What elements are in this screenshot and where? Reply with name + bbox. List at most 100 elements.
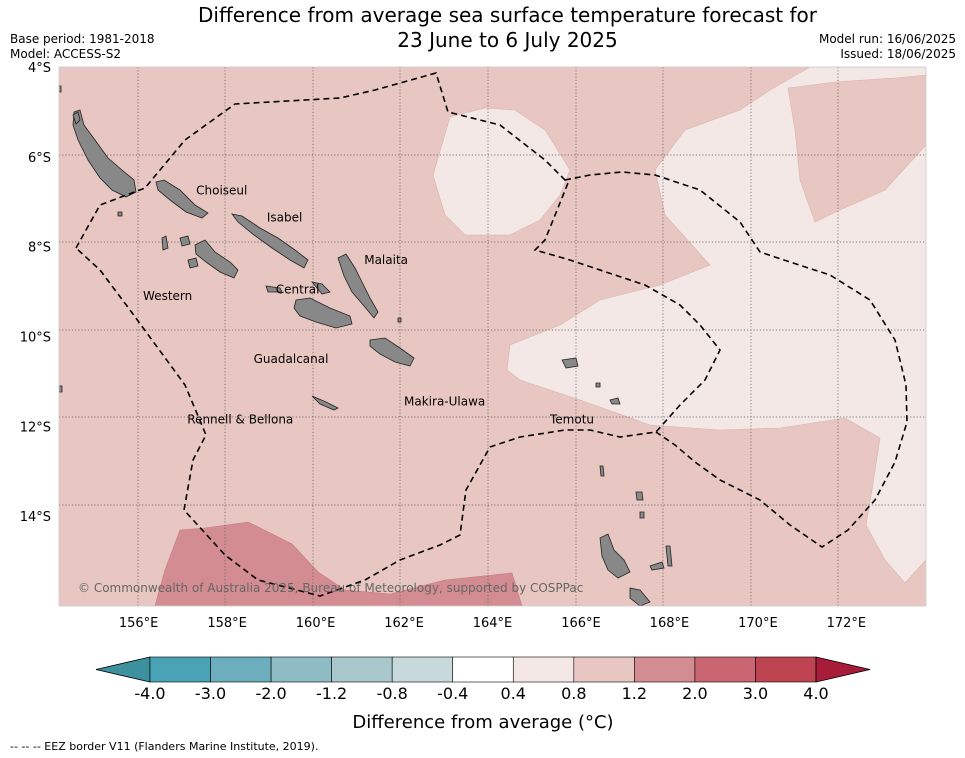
colorbar-label: Difference from average (°C) bbox=[352, 712, 613, 733]
longitude-tick-label: 166°E bbox=[561, 616, 601, 631]
longitude-tick-labels: 156°E 158°E 160°E 162°E 164°E 166°E 168°E 170°E… bbox=[119, 616, 866, 631]
island-ranongga bbox=[161, 235, 169, 251]
region-label: Choiseul bbox=[196, 184, 247, 198]
region-label: Makira-Ulawa bbox=[404, 395, 485, 409]
island-espiritu-santo bbox=[599, 533, 631, 579]
island-small-5 bbox=[59, 85, 62, 93]
map-title-line2: 23 June to 6 July 2025 bbox=[397, 28, 618, 52]
longitude-tick-label: 160°E bbox=[296, 616, 336, 631]
colorbar-cell bbox=[573, 656, 635, 683]
island-buka bbox=[72, 111, 81, 125]
island-banks bbox=[635, 491, 644, 501]
colorbar-cell bbox=[512, 656, 575, 683]
colorbar-tick-label: -3.0 bbox=[195, 684, 226, 703]
island-malaita bbox=[337, 253, 379, 319]
island-makira bbox=[369, 337, 415, 367]
meta-left: Base period: 1981-2018 Model: ACCESS-S2 bbox=[10, 32, 155, 62]
island-rennell bbox=[311, 395, 339, 411]
anomaly-band-1.2-2.0-south bbox=[154, 521, 523, 606]
land-islands bbox=[59, 85, 673, 606]
colorbar-cell bbox=[755, 656, 817, 683]
latitude-tick-labels: 4°S 6°S 8°S 10°S 12°S 14°S bbox=[20, 61, 51, 525]
map-title: Difference from average sea surface temp… bbox=[160, 3, 855, 53]
copyright-credit: © Commonwealth of Australia 2025, Bureau… bbox=[78, 581, 583, 595]
island-small-2 bbox=[397, 317, 402, 323]
colorbar-cells bbox=[95, 656, 871, 683]
island-malakula bbox=[629, 587, 651, 606]
colorbar-tick-label: -1.2 bbox=[316, 684, 347, 703]
colorbar-cell bbox=[270, 656, 332, 683]
island-guadalcanal bbox=[293, 297, 353, 329]
island-bougainville bbox=[72, 109, 137, 198]
longitude-tick-label: 172°E bbox=[827, 616, 867, 631]
issued-text: Issued: 18/06/2025 bbox=[840, 47, 956, 61]
region-label: Temotu bbox=[549, 413, 594, 427]
region-label: Western bbox=[143, 289, 192, 303]
island-small-4 bbox=[639, 511, 645, 519]
colorbar-cell bbox=[210, 656, 272, 683]
latitude-tick-label: 10°S bbox=[20, 331, 51, 346]
island-vanikoro bbox=[609, 397, 621, 405]
colorbar-tick-label: 4.0 bbox=[803, 684, 828, 703]
island-torres bbox=[599, 465, 605, 477]
island-ambae bbox=[649, 561, 665, 571]
island-small-6 bbox=[59, 385, 63, 393]
region-label: Rennell & Bellona bbox=[187, 413, 293, 427]
island-santa-cruz bbox=[561, 357, 579, 369]
colorbar-tick-label: 2.0 bbox=[682, 684, 707, 703]
island-russell bbox=[265, 285, 283, 293]
colorbar-tick-label: -0.4 bbox=[437, 684, 468, 703]
island-new-georgia bbox=[194, 239, 239, 279]
longitude-tick-label: 164°E bbox=[473, 616, 513, 631]
region-label: Isabel bbox=[267, 210, 302, 224]
anomaly-band-0.8-1.2-east-lobe bbox=[787, 74, 926, 223]
colorbar-tick-label: -4.0 bbox=[134, 684, 165, 703]
colorbar-tick-label: 0.4 bbox=[501, 684, 526, 703]
map[interactable]: © Commonwealth of Australia 2025, Bureau… bbox=[0, 0, 965, 640]
model-text: Model: ACCESS-S2 bbox=[10, 47, 122, 61]
longitude-tick-label: 156°E bbox=[119, 616, 159, 631]
colorbar-extension-high bbox=[815, 656, 871, 683]
colorbar-cell bbox=[391, 656, 454, 683]
region-label: Malaita bbox=[364, 253, 408, 267]
eez-borders bbox=[74, 72, 908, 597]
latitude-tick-label: 6°S bbox=[28, 151, 51, 166]
latitude-tick-label: 4°S bbox=[28, 61, 51, 76]
island-vella bbox=[179, 235, 191, 247]
colorbar-cell bbox=[331, 656, 393, 683]
colorbar-cell bbox=[149, 656, 211, 683]
latitude-tick-label: 8°S bbox=[28, 241, 51, 256]
base-period-text: Base period: 1981-2018 bbox=[10, 32, 155, 46]
colorbar-tick-labels: -4.0 -3.0 -2.0 -1.2 -0.8 -0.4 0.4 0.8 1.2 2.0 3.0 4… bbox=[134, 684, 828, 703]
region-label: Guadalcanal bbox=[254, 352, 329, 366]
island-choiseul bbox=[155, 179, 209, 219]
map-area: © Commonwealth of Australia 2025, Bureau… bbox=[59, 67, 926, 606]
longitude-tick-label: 158°E bbox=[207, 616, 247, 631]
model-run-text: Model run: 16/06/2025 bbox=[818, 32, 956, 46]
colorbar-cell bbox=[634, 656, 696, 683]
colorbar-cell bbox=[452, 656, 514, 683]
region-label: Central bbox=[276, 282, 320, 296]
colorbar-tick-label: 0.8 bbox=[561, 684, 586, 703]
island-florida bbox=[310, 281, 331, 295]
eez-legend-note: -- -- -- EEZ border V11 (Flanders Marine… bbox=[10, 740, 319, 753]
colorbar-tick-label: 3.0 bbox=[743, 684, 768, 703]
longitude-tick-label: 168°E bbox=[650, 616, 690, 631]
colorbar-extension-low bbox=[95, 656, 151, 683]
map-title-line1: Difference from average sea surface temp… bbox=[197, 3, 817, 27]
latitude-tick-label: 14°S bbox=[20, 510, 51, 525]
island-isabel bbox=[231, 213, 309, 269]
graticule bbox=[59, 67, 926, 606]
colorbar-tick-label: -0.8 bbox=[377, 684, 408, 703]
colorbar: -4.0 -3.0 -2.0 -1.2 -0.8 -0.4 0.4 0.8 1.2 2.0 3.0 4… bbox=[95, 656, 871, 733]
latitude-tick-label: 12°S bbox=[20, 420, 51, 435]
island-kolombangara bbox=[187, 257, 199, 269]
island-maewo bbox=[665, 545, 673, 567]
eez-vanuatu-north bbox=[564, 171, 908, 548]
meta-right: Model run: 16/06/2025 Issued: 18/06/2025 bbox=[819, 32, 956, 62]
longitude-tick-label: 162°E bbox=[384, 616, 424, 631]
colorbar-cell bbox=[694, 656, 756, 683]
anomaly-band-0.4-0.8-north bbox=[432, 107, 571, 236]
island-small-3 bbox=[595, 382, 601, 388]
island-small-1 bbox=[117, 211, 123, 217]
